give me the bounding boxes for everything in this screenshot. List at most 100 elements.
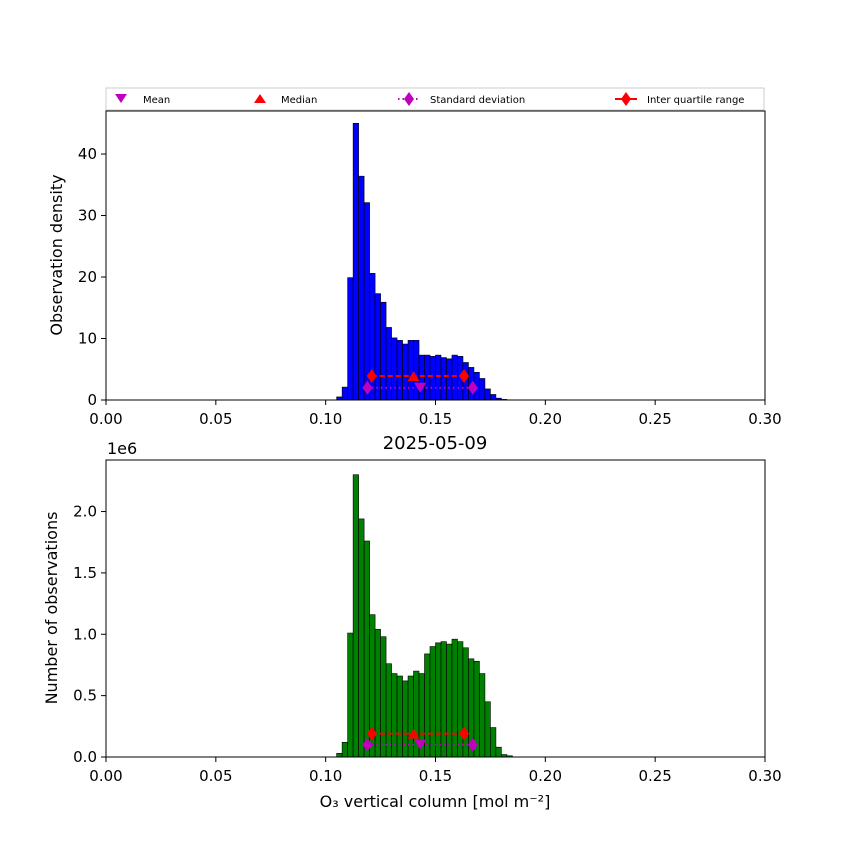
- bottom-bar: [358, 518, 365, 758]
- legend-median-marker: [254, 94, 266, 103]
- bottom-histogram-panel: 2025-05-09 1e6 Number of observations O₃…: [42, 433, 782, 811]
- top-iqr-marker: [366, 369, 377, 384]
- bottom-y-tick-label: 1.5: [73, 564, 97, 582]
- top-mean-marker: [414, 382, 427, 393]
- top-y-tick-label: 40: [78, 145, 97, 163]
- bottom-median-marker: [407, 728, 420, 739]
- top-bar: [352, 122, 359, 401]
- bottom-chart-title: 2025-05-09: [383, 433, 488, 454]
- bottom-x-tick-label: 0.05: [199, 767, 232, 785]
- top-histogram-panel: Observation density 0.00 0.05 0.10 0.15 0.20…: [47, 110, 782, 428]
- top-y-axis-label: Observation density: [47, 174, 66, 335]
- top-x-tick-label: 0.10: [309, 410, 342, 428]
- top-bar: [391, 337, 398, 401]
- bottom-bar: [380, 636, 387, 758]
- bottom-x-tick-label: 0.25: [638, 767, 671, 785]
- legend-mean-label: Mean: [143, 95, 170, 106]
- top-bar: [484, 388, 491, 401]
- top-bar: [363, 202, 370, 401]
- bottom-bar: [495, 746, 502, 758]
- bottom-y-axis-label: Number of observations: [42, 512, 61, 705]
- top-median-marker: [407, 371, 420, 382]
- bottom-x-tick-label: 0.00: [89, 767, 122, 785]
- legend-std-marker: [404, 92, 414, 106]
- bottom-x-tick-label: 0.20: [529, 767, 562, 785]
- bottom-bar: [363, 540, 370, 758]
- top-bar: [429, 356, 436, 401]
- top-std-marker: [467, 380, 478, 395]
- legend: Mean Median Standard deviation Inter qua…: [105, 87, 765, 111]
- legend-iqr-marker: [621, 92, 631, 106]
- top-x-tick-label: 0.25: [638, 410, 671, 428]
- bottom-y-tick-label: 2.0: [73, 503, 97, 521]
- bottom-bar: [336, 753, 343, 758]
- bottom-x-tick-label: 0.15: [419, 767, 452, 785]
- top-bar: [435, 354, 442, 401]
- legend-median-label: Median: [281, 95, 317, 106]
- bottom-bar: [402, 680, 409, 758]
- top-y-tick-label: 10: [78, 330, 97, 348]
- top-y-tick-label: 0: [87, 391, 97, 409]
- bottom-bar: [385, 663, 392, 758]
- bottom-bar: [429, 646, 436, 758]
- bottom-std-marker: [467, 737, 478, 752]
- top-bar: [402, 343, 409, 401]
- top-bar: [396, 340, 403, 401]
- bottom-bar: [490, 727, 497, 758]
- top-x-tick-label: 0.00: [89, 410, 122, 428]
- top-bar: [413, 340, 420, 401]
- top-std-marker: [362, 380, 373, 395]
- bottom-bar: [341, 741, 348, 758]
- top-y-tick-label: 20: [78, 268, 97, 286]
- bottom-bar: [352, 474, 359, 758]
- bottom-bar: [374, 629, 381, 758]
- bottom-bar: [451, 638, 458, 758]
- legend-frame: [105, 87, 765, 111]
- top-x-tick-label: 0.15: [419, 410, 452, 428]
- bottom-y-tick-label: 0.5: [73, 687, 97, 705]
- legend-iqr-label: Inter quartile range: [647, 95, 744, 106]
- top-bar: [446, 358, 453, 401]
- bottom-bar: [435, 642, 442, 758]
- top-y-tick-label: 30: [78, 207, 97, 225]
- top-x-tick-label: 0.05: [199, 410, 232, 428]
- bottom-bar: [457, 641, 464, 758]
- top-bar: [385, 327, 392, 401]
- top-bar: [479, 378, 486, 401]
- bottom-iqr-marker: [366, 726, 377, 741]
- top-bar: [490, 394, 497, 401]
- top-bar: [358, 175, 365, 401]
- bottom-x-axis-label: O₃ vertical column [mol m⁻²]: [320, 792, 551, 811]
- bottom-y-tick-label: 0.0: [73, 748, 97, 766]
- legend-std-label: Standard deviation: [430, 95, 525, 106]
- bottom-y-tick-label: 1.0: [73, 625, 97, 643]
- bottom-mean-marker: [414, 739, 427, 750]
- bottom-bar: [424, 653, 431, 758]
- top-bar: [374, 293, 381, 401]
- bottom-iqr-marker: [459, 726, 470, 741]
- top-x-tick-label: 0.20: [529, 410, 562, 428]
- top-bar: [440, 357, 447, 401]
- top-iqr-marker: [459, 369, 470, 384]
- bottom-bar: [446, 643, 453, 758]
- bottom-bar: [440, 641, 447, 758]
- bottom-bar: [484, 701, 491, 758]
- top-bar: [451, 354, 458, 401]
- bottom-x-tick-label: 0.10: [309, 767, 342, 785]
- bottom-bar: [391, 673, 398, 758]
- bottom-bar: [462, 647, 469, 758]
- bottom-x-tick-label: 0.30: [748, 767, 781, 785]
- top-x-tick-label: 0.30: [748, 410, 781, 428]
- legend-mean-marker: [115, 94, 127, 103]
- top-bar: [418, 354, 425, 401]
- top-bar: [380, 301, 387, 401]
- top-bar: [407, 340, 414, 401]
- bottom-bar: [479, 673, 486, 758]
- top-bar: [341, 386, 348, 401]
- top-bar: [347, 277, 354, 401]
- bottom-y-offset-text: 1e6: [107, 439, 137, 458]
- top-bar: [424, 354, 431, 401]
- bottom-std-marker: [362, 737, 373, 752]
- bottom-bar: [347, 632, 354, 758]
